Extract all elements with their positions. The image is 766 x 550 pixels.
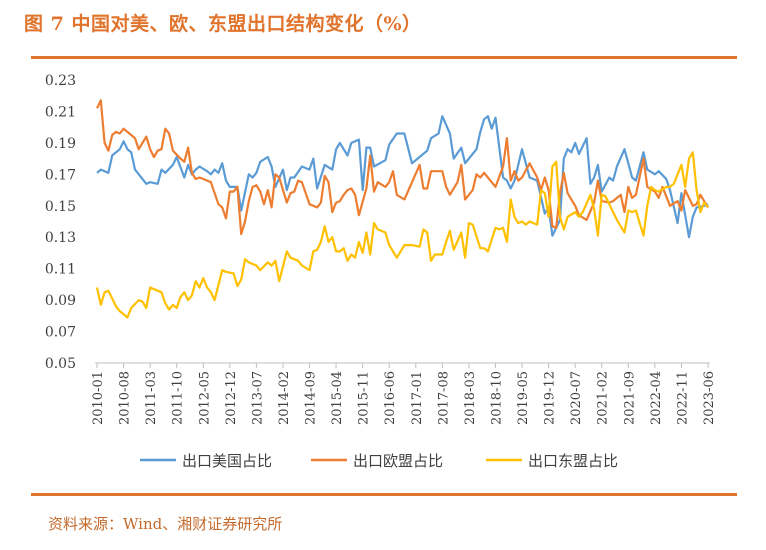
series-lines [95, 99, 709, 319]
y-tick-label: 0.19 [45, 136, 76, 152]
x-tick-label: 2020-07 [569, 371, 584, 425]
legend-label: 出口欧盟占比 [353, 452, 443, 470]
figure-title: 图 7 中国对美、欧、东盟出口结构变化（%） [24, 13, 422, 35]
x-tick-label: 2012-05 [197, 371, 212, 425]
y-tick-label: 0.05 [45, 356, 76, 372]
x-tick-label: 2014-02 [277, 371, 292, 425]
x-tick-label: 2013-07 [250, 371, 265, 425]
x-tick-label: 2021-02 [596, 371, 611, 425]
y-tick-label: 0.13 [45, 230, 76, 246]
x-tick-label: 2010-08 [118, 371, 133, 425]
legend-item: 出口欧盟占比 [311, 452, 443, 470]
y-tick-label: 0.09 [45, 293, 76, 309]
x-axis: 2010-01 2010-08 2011-03 2011-10 2012-05 2012-… [91, 363, 717, 425]
x-tick-label: 2022-04 [649, 371, 664, 425]
source-note: 资料来源：Wind、湘财证券研究所 [48, 515, 283, 533]
x-tick-label: 2011-10 [171, 371, 186, 425]
y-axis: 0.05 0.07 0.09 0.11 0.13 0.15 0.17 0.19 0.21 0.23 [45, 73, 76, 372]
x-tick-label: 2012-12 [224, 371, 239, 425]
legend-label: 出口美国占比 [182, 452, 272, 470]
x-tick-label: 2018-10 [489, 371, 504, 425]
x-tick-label: 2017-08 [436, 371, 451, 425]
y-tick-label: 0.23 [45, 73, 76, 89]
x-tick-label: 2018-03 [463, 371, 478, 425]
y-tick-label: 0.15 [45, 199, 76, 215]
x-tick-label: 2010-01 [91, 371, 106, 425]
legend-item: 出口美国占比 [140, 452, 272, 470]
legend-label: 出口东盟占比 [528, 452, 618, 470]
bottom-divider [31, 493, 737, 496]
series-line-0 [96, 115, 709, 239]
x-tick-label: 2017-01 [410, 371, 425, 425]
x-tick-label: 2015-04 [330, 371, 345, 425]
series-line-1 [96, 99, 709, 236]
y-tick-label: 0.07 [45, 325, 76, 341]
top-divider [31, 56, 737, 59]
x-tick-label: 2019-05 [516, 371, 531, 425]
line-chart: 0.05 0.07 0.09 0.11 0.13 0.15 0.17 0.19 0.21 0.23… [45, 73, 717, 470]
y-tick-label: 0.17 [45, 167, 76, 183]
x-tick-label: 2016-06 [383, 371, 398, 425]
x-tick-label: 2022-11 [675, 371, 690, 425]
x-tick-label: 2019-12 [543, 371, 558, 425]
y-tick-label: 0.21 [45, 104, 76, 120]
x-tick-label: 2011-03 [144, 371, 159, 425]
y-tick-label: 0.11 [45, 262, 76, 278]
x-tick-label: 2014-09 [304, 371, 319, 425]
x-tick-label: 2023-06 [702, 371, 717, 425]
legend-item: 出口东盟占比 [486, 452, 618, 470]
legend: 出口美国占比 出口欧盟占比 出口东盟占比 [140, 452, 618, 470]
x-tick-label: 2015-11 [357, 371, 372, 425]
x-tick-label: 2021-09 [622, 371, 637, 425]
series-line-2 [95, 151, 709, 319]
